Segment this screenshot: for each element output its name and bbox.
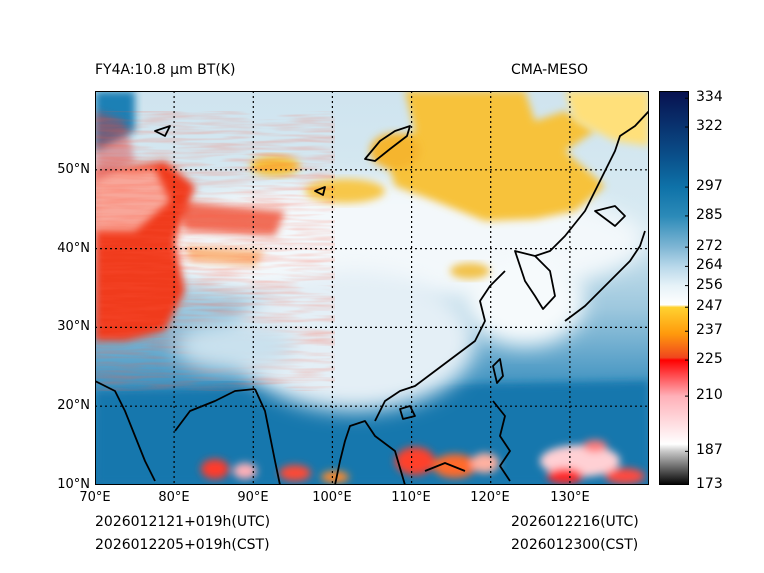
colorbar-tick-label: 247 xyxy=(696,298,723,315)
lon-tick-label: 130°E xyxy=(550,490,590,505)
colorbar-tick-label: 285 xyxy=(696,206,723,223)
lat-tick-label: 40°N xyxy=(57,241,90,256)
lon-tick-label: 80°E xyxy=(158,490,190,505)
colorbar-tick-label: 322 xyxy=(696,118,723,135)
colorbar-tick-label: 297 xyxy=(696,178,723,195)
colorbar-gradient xyxy=(659,91,689,485)
bt-field xyxy=(95,91,649,485)
lon-tick-label: 110°E xyxy=(391,490,431,505)
lat-tick-label: 50°N xyxy=(57,162,90,177)
satellite-map xyxy=(95,91,649,485)
lon-tick-label: 100°E xyxy=(312,490,352,505)
colorbar-tick-label: 225 xyxy=(696,351,723,368)
colorbar-tick-label: 187 xyxy=(696,442,723,459)
valid-time-cst: 2026012300(CST) xyxy=(511,537,639,553)
lat-tick-label: 10°N xyxy=(57,477,90,492)
colorbar-tick-label: 256 xyxy=(696,276,723,293)
colorbar-tick-label: 237 xyxy=(696,322,723,339)
init-time-utc: 2026012121+019h(UTC) xyxy=(95,514,271,530)
lon-tick-label: 120°E xyxy=(470,490,510,505)
lat-tick-label: 30°N xyxy=(57,319,90,334)
model-name: CMA-MESO xyxy=(511,62,589,78)
colorbar xyxy=(659,91,689,485)
lon-tick-label: 90°E xyxy=(237,490,269,505)
colorbar-tick-label: 210 xyxy=(696,387,723,404)
lon-tick-label: 70°E xyxy=(79,490,111,505)
grid-lines xyxy=(95,91,649,485)
colorbar-tick-label: 173 xyxy=(696,476,723,492)
colorbar-tick-label: 264 xyxy=(696,257,723,274)
init-time-cst: 2026012205+019h(CST) xyxy=(95,537,270,553)
coastlines xyxy=(95,110,649,485)
lat-tick-label: 20°N xyxy=(57,398,90,413)
map-title: FY4A:10.8 µm BT(K) xyxy=(95,62,236,78)
colorbar-tick-label: 272 xyxy=(696,238,723,255)
colorbar-tick-label: 334 xyxy=(696,89,723,106)
valid-time-utc: 2026012216(UTC) xyxy=(511,514,639,530)
